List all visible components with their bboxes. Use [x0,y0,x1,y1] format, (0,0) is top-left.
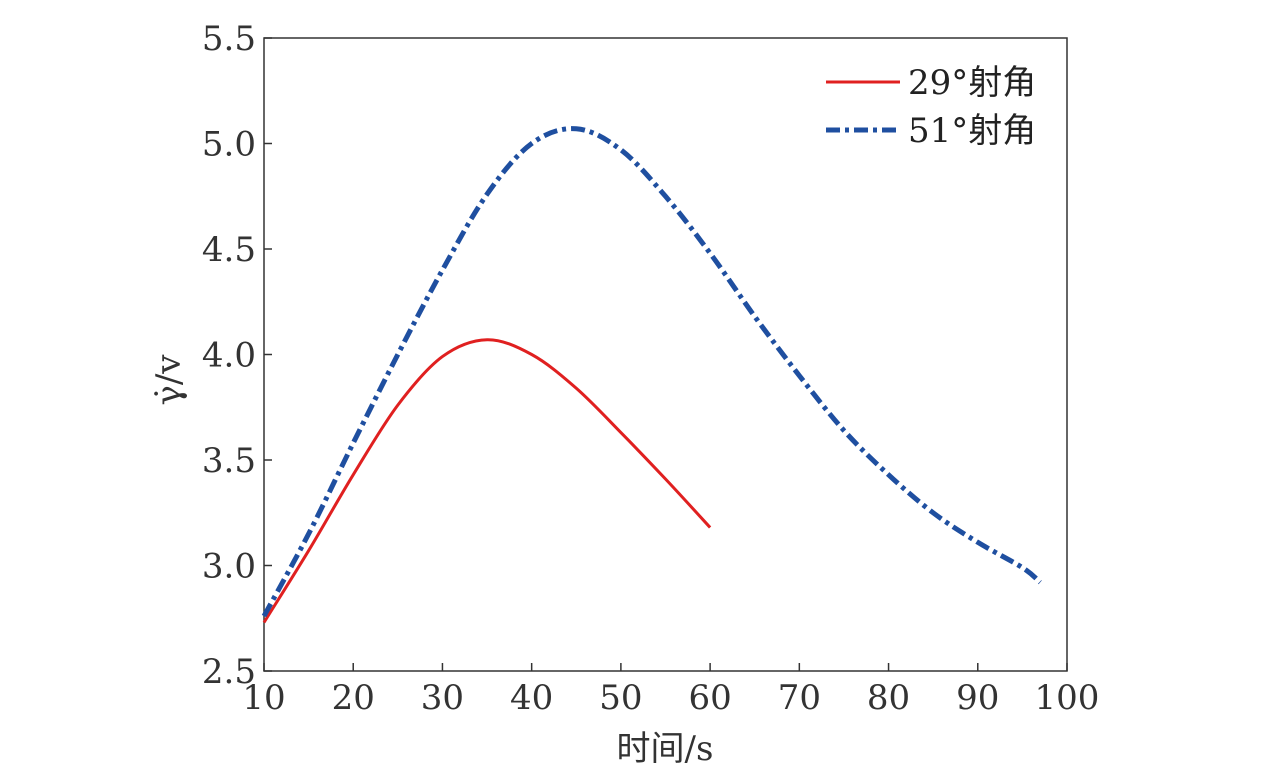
y-tick-label: 3.5 [202,441,256,481]
series-line-1 [262,338,712,624]
y-tick-label: 5.5 [202,19,256,59]
x-tick-label: 20 [332,678,375,718]
y-tick-label: 4.5 [202,230,256,270]
series-line-2 [261,126,1042,618]
x-tick-label: 100 [1035,678,1100,718]
y-tick-label: 2.5 [202,652,256,692]
x-tick-label: 70 [778,678,821,718]
legend-label-2: 51°射角 [908,111,1036,151]
y-axis-title: γ̇/v [149,354,189,406]
x-tick-label: 90 [956,678,999,718]
y-tick-label: 4.0 [202,336,256,376]
y-axis-ticks: 2.5 3.0 3.5 4.0 4.5 5.0 5.5 [202,19,272,692]
x-tick-label: 30 [421,678,464,718]
series-layer [261,126,1042,624]
x-tick-label: 60 [688,678,731,718]
x-tick-label: 80 [867,678,910,718]
x-tick-label: 50 [599,678,642,718]
legend: 29°射角 51°射角 [826,63,1036,151]
y-tick-label: 3.0 [202,547,256,587]
x-tick-label: 40 [510,678,553,718]
x-tick-label: 10 [242,678,285,718]
x-axis-ticks: 10 20 30 40 50 60 70 80 90 100 [242,663,1099,718]
legend-label-1: 29°射角 [908,63,1036,103]
y-tick-label: 5.0 [202,125,256,165]
x-axis-title: 时间/s [617,729,714,769]
